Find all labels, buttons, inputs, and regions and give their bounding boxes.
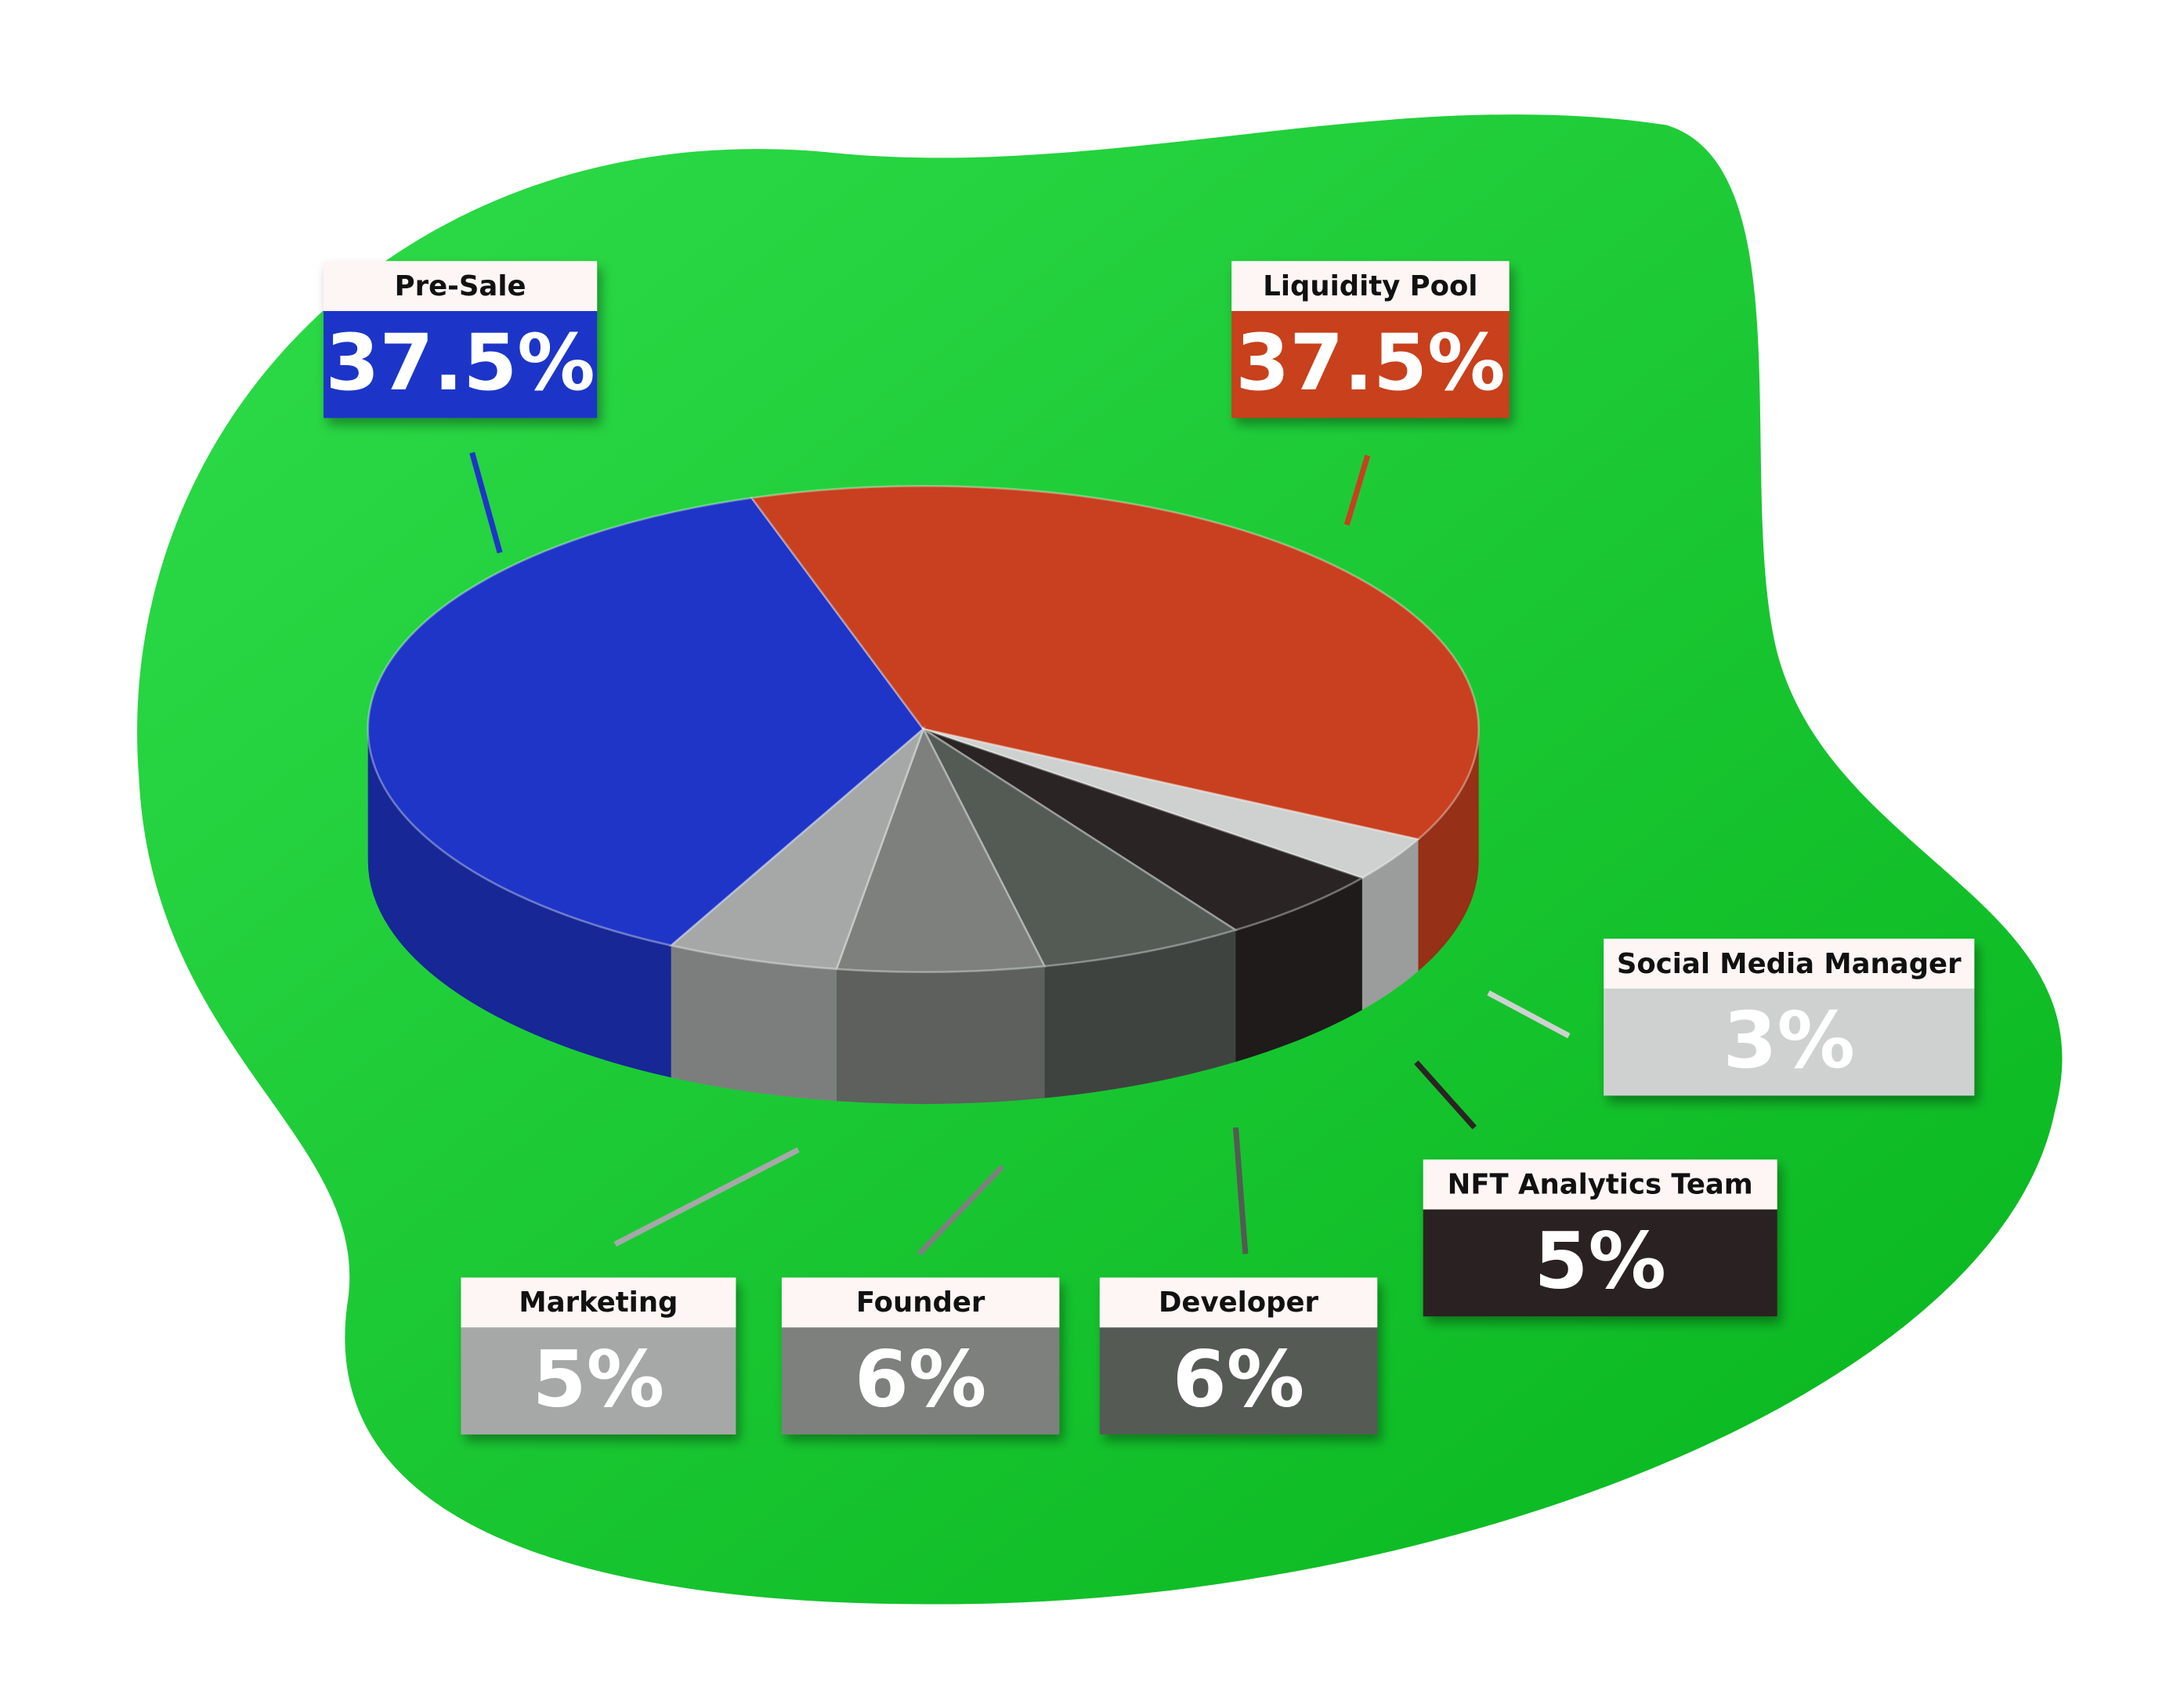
slice <box>668 726 926 1102</box>
slice <box>834 726 1047 1105</box>
label-value: 6% <box>855 1334 987 1424</box>
slice-side-shade <box>1418 729 1479 972</box>
label-box <box>1423 1159 1777 1317</box>
label-value-bg <box>1231 311 1510 418</box>
slice-side <box>1235 878 1362 1062</box>
slice-top <box>750 484 1480 841</box>
leader-line <box>1414 1060 1477 1130</box>
label-value: 5% <box>533 1334 665 1424</box>
labels: Pre-Sale 37.5% Liquidity Pool 37.5% Social M… <box>324 261 1975 1435</box>
slice-side-shade <box>836 966 1045 1105</box>
label-name: Developer <box>1159 1286 1318 1319</box>
label-name: Marketing <box>519 1286 678 1319</box>
label-box <box>1099 1277 1378 1435</box>
label-value: 37.5% <box>325 318 595 408</box>
leader-line <box>613 1147 800 1247</box>
label-value: 3% <box>1723 996 1855 1086</box>
label-name: Liquidity Pool <box>1263 270 1477 302</box>
slice <box>920 726 1238 1098</box>
label-header-bg <box>1231 261 1510 312</box>
slice <box>367 497 925 1078</box>
leader-line <box>1232 1127 1249 1254</box>
slice-top <box>367 497 925 947</box>
label-header-bg <box>1604 939 1975 989</box>
pie <box>367 484 1480 1105</box>
slice <box>923 728 1421 1010</box>
label-name: Founder <box>856 1286 985 1319</box>
slice-side-shade <box>1361 839 1419 1010</box>
label-box <box>324 261 598 418</box>
leader-line <box>1343 454 1371 526</box>
label-value: 5% <box>1534 1217 1666 1307</box>
slice <box>750 484 1480 972</box>
label-value: 37.5% <box>1235 318 1505 408</box>
label-value-bg <box>1604 988 1975 1096</box>
slice-top <box>834 726 1047 973</box>
label-header-bg <box>1423 1159 1777 1210</box>
slice-side <box>367 729 671 1078</box>
label-box <box>1231 261 1510 418</box>
slice-top <box>668 726 926 971</box>
label-value-bg <box>324 311 598 418</box>
slice-top <box>922 728 1365 932</box>
label-header-bg <box>781 1277 1060 1328</box>
slice-top <box>920 726 1238 968</box>
leader-line <box>1487 990 1571 1039</box>
label-value-bg <box>1423 1209 1777 1317</box>
label-header-bg <box>324 261 598 312</box>
label-name: Social Media Manager <box>1617 948 1962 980</box>
label-name: Pre-Sale <box>395 270 526 302</box>
slice-side <box>836 966 1045 1105</box>
slice-side <box>671 945 837 1102</box>
label-header-bg <box>1099 1277 1378 1328</box>
slice-side-shade <box>1044 930 1236 1098</box>
label-box <box>1604 939 1975 1096</box>
label-box <box>461 1277 736 1435</box>
label-value-bg <box>1099 1327 1378 1435</box>
slice-side-shade <box>671 945 837 1102</box>
label-box <box>781 1277 1060 1435</box>
slice-side <box>1361 839 1419 1010</box>
leader-line <box>469 451 503 554</box>
label-name: NFT Analytics Team <box>1448 1169 1753 1201</box>
slice-top <box>923 728 1421 880</box>
slice-side-shade <box>367 729 671 1078</box>
slice-side <box>1044 930 1236 1098</box>
slice-side-shade <box>1235 878 1362 1062</box>
slice-side <box>1418 729 1479 972</box>
label-value-bg <box>781 1327 1060 1435</box>
leader-line <box>917 1164 1005 1256</box>
label-header-bg <box>461 1277 736 1328</box>
label-value-bg <box>461 1327 736 1435</box>
slice <box>922 728 1365 1062</box>
label-value: 6% <box>1173 1334 1305 1424</box>
